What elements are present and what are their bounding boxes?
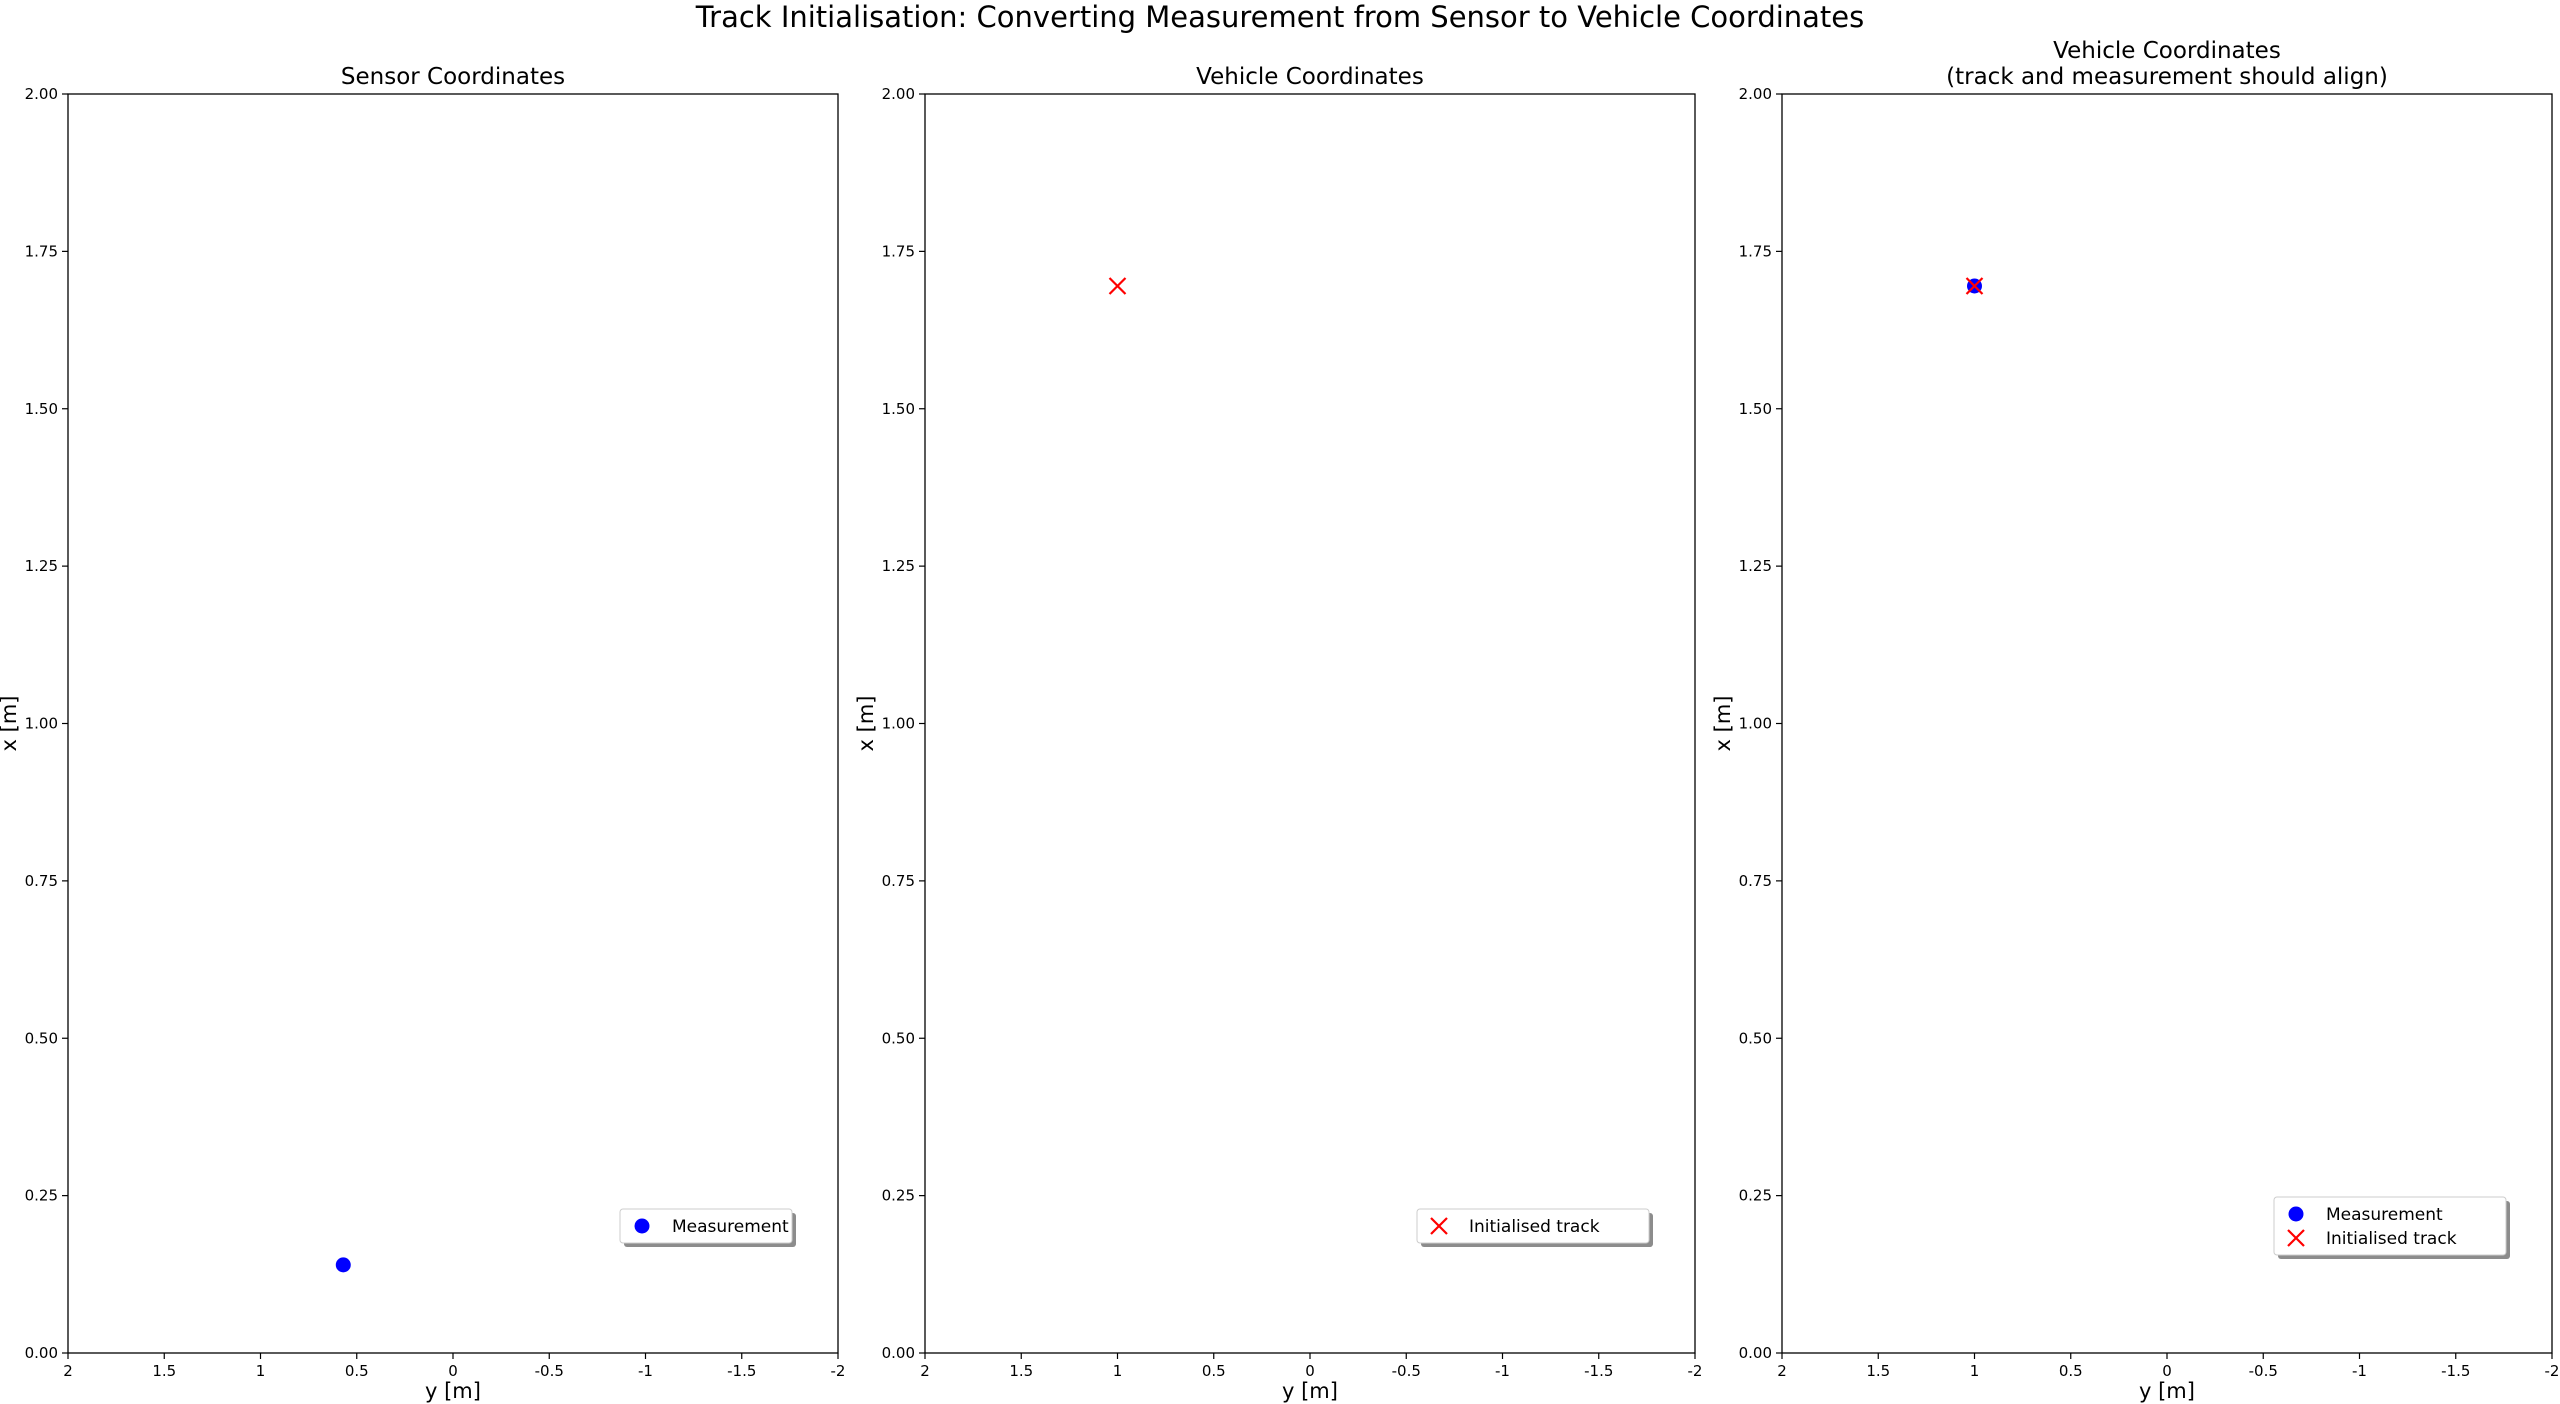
panel-3-x-tick-label: 2 [1777, 1362, 1787, 1380]
panel-3-y-tick-label: 1.25 [1739, 557, 1772, 575]
panel-2-y-tick-label: 0.75 [882, 872, 915, 890]
panel-3-x-tick-label: -2 [2545, 1362, 2560, 1380]
panel-1-ylabel: x [m] [0, 696, 21, 752]
panel-3-x-tick-label: -1.5 [2441, 1362, 2470, 1380]
panel-3-x-tick-label: 0 [2162, 1362, 2172, 1380]
panel-3-xlabel: y [m] [2139, 1379, 2195, 1403]
panel-1-x-tick-label: -1 [638, 1362, 653, 1380]
panel-1-x-tick-label: 1 [256, 1362, 266, 1380]
panel-3-y-tick-label: 1.00 [1739, 715, 1772, 733]
panel-1-x-tick-label: -1.5 [727, 1362, 756, 1380]
panel-3-legend-entry-2-marker-x-b [2287, 1229, 2305, 1247]
panel-2-series-1-point-marker-x-b [1108, 277, 1127, 295]
panel-3-y-tick-label: 1.75 [1739, 242, 1772, 260]
panel-1-title: Sensor Coordinates [341, 64, 565, 90]
panel-3-x-tick-label: 1.5 [1866, 1362, 1890, 1380]
panel-1-x-tick-label: 0 [448, 1362, 458, 1380]
panel-2-x-tick-label: 0.5 [1202, 1362, 1226, 1380]
panel-2-y-tick-label: 1.25 [882, 557, 915, 575]
panel-1-x-tick-label: 2 [63, 1362, 73, 1380]
panel-2-x-tick-label: 0 [1305, 1362, 1315, 1380]
panel-3-legend-label-1: Measurement [2326, 1205, 2443, 1225]
panel-1-legend-entry-1-marker-circle [634, 1218, 650, 1234]
panel-1-legend-box [619, 1208, 793, 1244]
panel-3-y-tick-label: 0.00 [1739, 1344, 1772, 1362]
panel-2-ylabel: x [m] [854, 696, 878, 752]
panel-2-y-tick-label: 1.75 [882, 242, 915, 260]
panel-2-y-tick-label: 2.00 [882, 85, 915, 103]
panel-1-xlabel: y [m] [425, 1379, 481, 1403]
panel-1-x-tick-label: 1.5 [152, 1362, 176, 1380]
panel-1-y-tick-label: 0.00 [25, 1344, 58, 1362]
figure-suptitle: Track Initialisation: Converting Measure… [695, 0, 1865, 34]
panel-3-title: Vehicle Coordinates [2053, 38, 2281, 64]
panel-3-y-tick-label: 1.50 [1739, 400, 1772, 418]
panel-3-x-tick-label: -1 [2352, 1362, 2367, 1380]
panel-1-y-tick-label: 0.50 [25, 1029, 58, 1047]
panel-2-y-tick-label: 1.50 [882, 400, 915, 418]
panel-2-x-tick-label: 1 [1113, 1362, 1123, 1380]
panel-3-legend-box [2273, 1196, 2507, 1256]
panel-1-y-tick-label: 1.00 [25, 715, 58, 733]
panel-3-legend-entry-1-marker-circle [2288, 1206, 2304, 1222]
panel-2-y-tick-label: 0.25 [882, 1187, 915, 1205]
panel-2-x-tick-label: -1.5 [1584, 1362, 1613, 1380]
panel-3-ylabel: x [m] [1711, 696, 1735, 752]
panel-1-y-tick-label: 2.00 [25, 85, 58, 103]
panel-3-y-tick-label: 0.50 [1739, 1029, 1772, 1047]
panel-2-x-tick-label: 1.5 [1009, 1362, 1033, 1380]
panel-2-x-tick-label: -1 [1495, 1362, 1510, 1380]
panel-1-x-tick-label: -2 [831, 1362, 846, 1380]
panel-1-y-tick-label: 0.75 [25, 872, 58, 890]
panel-2-x-tick-label: 2 [920, 1362, 930, 1380]
panel-2-legend-entry-1-marker-x-b [1430, 1217, 1448, 1235]
panel-2-x-tick-label: -2 [1688, 1362, 1703, 1380]
panel-3-y-tick-label: 0.75 [1739, 872, 1772, 890]
panel-1-series-1-point-marker-circle [335, 1257, 351, 1273]
panel-2-legend-label-1: Initialised track [1469, 1217, 1600, 1237]
panel-3-legend-label-2: Initialised track [2326, 1229, 2457, 1249]
panel-1-x-tick-label: -0.5 [535, 1362, 564, 1380]
panel-1-legend-label-1: Measurement [672, 1217, 789, 1237]
panel-1-y-tick-label: 1.75 [25, 242, 58, 260]
panel-1-y-tick-label: 1.25 [25, 557, 58, 575]
panel-3-y-tick-label: 2.00 [1739, 85, 1772, 103]
panel-2-y-tick-label: 0.50 [882, 1029, 915, 1047]
panel-1-y-tick-label: 0.25 [25, 1187, 58, 1205]
panel-2-x-tick-label: -0.5 [1392, 1362, 1421, 1380]
panel-1-y-tick-label: 1.50 [25, 400, 58, 418]
panel-3-series-2-point-marker-x-b [1965, 277, 1984, 295]
panel-3-title-line2: (track and measurement should align) [1946, 64, 2388, 90]
panel-3-x-tick-label: -0.5 [2249, 1362, 2278, 1380]
panel-3-y-tick-label: 0.25 [1739, 1187, 1772, 1205]
panel-1-x-tick-label: 0.5 [345, 1362, 369, 1380]
panel-2-y-tick-label: 1.00 [882, 715, 915, 733]
panel-2-title: Vehicle Coordinates [1196, 64, 1424, 90]
panel-2-y-tick-label: 0.00 [882, 1344, 915, 1362]
panel-2-legend-box [1416, 1208, 1650, 1244]
panel-2-xlabel: y [m] [1282, 1379, 1338, 1403]
panel-3-x-tick-label: 0.5 [2059, 1362, 2083, 1380]
panel-3-x-tick-label: 1 [1970, 1362, 1980, 1380]
